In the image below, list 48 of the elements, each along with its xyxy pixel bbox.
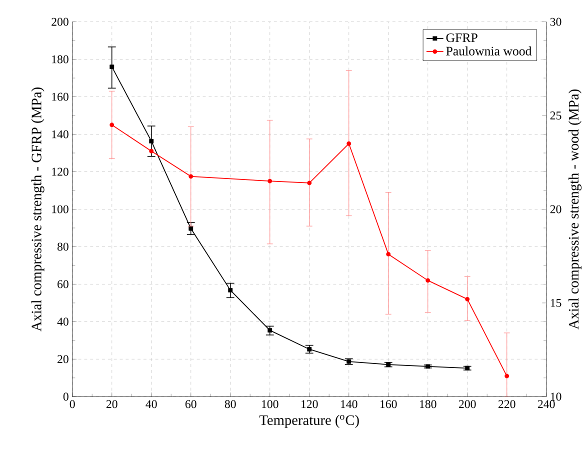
y-tick-label: 80	[57, 242, 68, 251]
x-tick-label: 0	[70, 400, 75, 408]
y2-tick-label: 15	[550, 298, 562, 307]
legend-label: Paulownia wood	[446, 46, 532, 56]
y2-tick-label: 30	[550, 18, 562, 26]
x-tick-label: 80	[224, 400, 236, 408]
y-tick-label: 20	[58, 355, 68, 364]
point	[149, 148, 154, 154]
x-tick-label: 180	[420, 400, 436, 408]
point	[426, 278, 430, 283]
point	[268, 178, 272, 184]
x-tick-label: 100	[262, 400, 278, 408]
point	[110, 122, 114, 128]
y-tick-label: 140	[52, 130, 68, 138]
y-tick-label: 120	[52, 168, 68, 176]
point	[307, 180, 312, 186]
y2-tick-label: 10	[550, 392, 562, 401]
y-tick-label: 60	[58, 280, 68, 288]
y-tick-label: 200	[52, 18, 68, 26]
x-tick-label: 140	[341, 400, 358, 408]
y-tick-label: 40	[57, 318, 68, 326]
point	[346, 141, 352, 146]
point	[504, 374, 510, 378]
point	[188, 226, 194, 231]
y-tick-label: 180	[52, 55, 68, 64]
x-tick-label: 200	[458, 400, 476, 408]
point	[188, 174, 194, 179]
y-tick-label: 160	[52, 92, 68, 101]
point	[149, 138, 154, 144]
y2-tick-label: 20	[550, 205, 562, 214]
x-axis-title: Temperature ($^{o}$C)	[259, 414, 359, 428]
legend-label: GFRP	[446, 33, 478, 42]
y-tick-label: 100	[52, 205, 68, 214]
point	[465, 296, 470, 302]
y-tick-label: 0	[63, 392, 68, 401]
point	[228, 288, 233, 292]
x-tick-label: 220	[498, 400, 516, 408]
x-tick-label: 160	[380, 400, 397, 408]
x-tick-label: 60	[185, 400, 196, 408]
x-tick-label: 240	[538, 400, 555, 408]
point	[386, 252, 391, 256]
x-tick-label: 20	[106, 400, 118, 408]
y2-tick-label: 25	[550, 111, 562, 120]
x-tick-label: 120	[302, 400, 318, 408]
y2-axis-title: Axial compressive strength - wood (MPa)	[568, 89, 582, 330]
y-axis-title: Axial compressive strength - GFRP (MPa)	[31, 87, 44, 332]
x-tick-label: 40	[146, 400, 157, 408]
point	[110, 64, 114, 69]
